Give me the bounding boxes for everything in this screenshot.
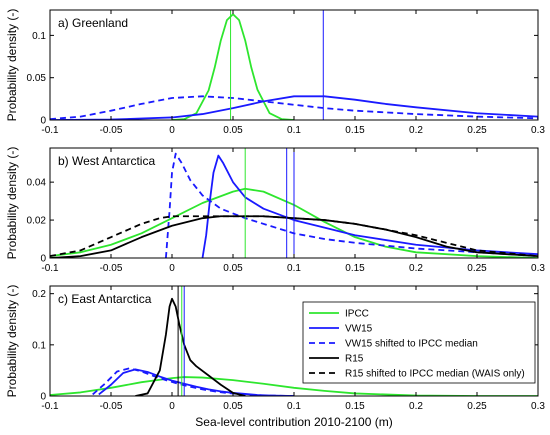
x-tick-label: 0: [169, 401, 175, 412]
chart-panel-1: -0.1 -0.05 0 0.05 0.1 0.15 0.2 0.25 0.3 0 0.05 0.1 a…: [5, 9, 545, 136]
series-ipcc: [171, 13, 295, 120]
series-ipcc: [50, 376, 538, 396]
series-ipcc: [50, 187, 538, 258]
chart-panel-2: -0.1 -0.05 0 0.05 0.1 0.15 0.2 0.25 0.3 0 0.02 0.04…: [5, 147, 545, 274]
series-r15: [135, 297, 246, 396]
series-vw15-shifted-to-ipcc-median: [165, 152, 538, 258]
x-tick-label: -0.05: [100, 263, 123, 274]
series-vw15-shifted-to-ipcc-median: [50, 95, 538, 120]
x-tick-label: -0.1: [41, 125, 59, 136]
y-axis-label: Probability density (-): [5, 9, 19, 122]
legend-label-r15: R15: [345, 354, 364, 365]
x-tick-label: -0.1: [41, 263, 59, 274]
y-axis-label: Probability density (-): [5, 147, 19, 260]
legend-label-vw15: VW15: [345, 324, 373, 335]
y-tick-label: 0.02: [27, 216, 47, 227]
x-tick-label: 0.05: [223, 263, 243, 274]
y-tick-label: 0: [40, 392, 46, 403]
legend-label-vw15-shifted-to-ipcc-median: VW15 shifted to IPCC median: [345, 339, 478, 350]
legend-label-ipcc: IPCC: [345, 309, 369, 320]
x-tick-label: 0.1: [287, 263, 301, 274]
x-tick-label: 0.1: [287, 125, 301, 136]
x-tick-label: -0.05: [100, 401, 123, 412]
x-tick-label: -0.05: [100, 125, 123, 136]
x-tick-label: 0: [169, 263, 175, 274]
panels: -0.1 -0.05 0 0.05 0.1 0.15 0.2 0.25 0.3 0 0.05 0.1 a…: [5, 9, 545, 412]
x-tick-label: 0: [169, 125, 175, 136]
panel-title: b) West Antarctica: [58, 154, 155, 168]
x-tick-label: 0.3: [531, 401, 545, 412]
x-tick-label: 0.05: [223, 401, 243, 412]
y-tick-label: 0.05: [27, 73, 47, 84]
x-tick-label: 0.05: [223, 125, 243, 136]
legend: IPCC VW15 VW15 shifted to IPCC median R15 R1…: [302, 301, 536, 384]
x-tick-label: 0.2: [409, 125, 423, 136]
y-axis-label: Probability density (-): [5, 285, 19, 398]
x-tick-label: 0.2: [409, 401, 423, 412]
x-tick-label: 0.3: [531, 263, 545, 274]
plot-area: [50, 10, 538, 120]
x-tick-label: 0.25: [467, 125, 487, 136]
x-tick-label: 0.1: [287, 401, 301, 412]
x-tick-label: 0.15: [345, 263, 365, 274]
series-r15-shifted-to-ipcc-median-wais-only: [50, 215, 538, 257]
x-tick-label: 0.25: [467, 401, 487, 412]
y-tick-label: 0.2: [32, 289, 46, 300]
x-tick-label: 0.25: [467, 263, 487, 274]
panel-title: c) East Antarctica: [58, 292, 152, 306]
x-tick-label: -0.1: [41, 401, 59, 412]
legend-label-r15-shifted-to-ipcc-median-wais-only: R15 shifted to IPCC median (WAIS only): [345, 369, 525, 380]
x-tick-label: 0.15: [345, 401, 365, 412]
y-tick-label: 0.04: [27, 178, 47, 189]
x-tick-label: 0.2: [409, 263, 423, 274]
x-tick-label: 0.3: [531, 125, 545, 136]
x-axis-label: Sea-level contribution 2010-2100 (m): [195, 415, 392, 429]
legend-box: [302, 301, 536, 384]
y-tick-label: 0.1: [32, 340, 46, 351]
y-tick-label: 0.1: [32, 31, 46, 42]
y-tick-label: 0: [40, 116, 46, 127]
y-tick-label: 0: [40, 254, 46, 265]
panel-title: a) Greenland: [58, 16, 128, 30]
chart-panel-3: -0.1 -0.05 0 0.05 0.1 0.15 0.2 0.25 0.3 0 0.1 0.2 c)…: [5, 285, 545, 412]
x-tick-label: 0.15: [345, 125, 365, 136]
